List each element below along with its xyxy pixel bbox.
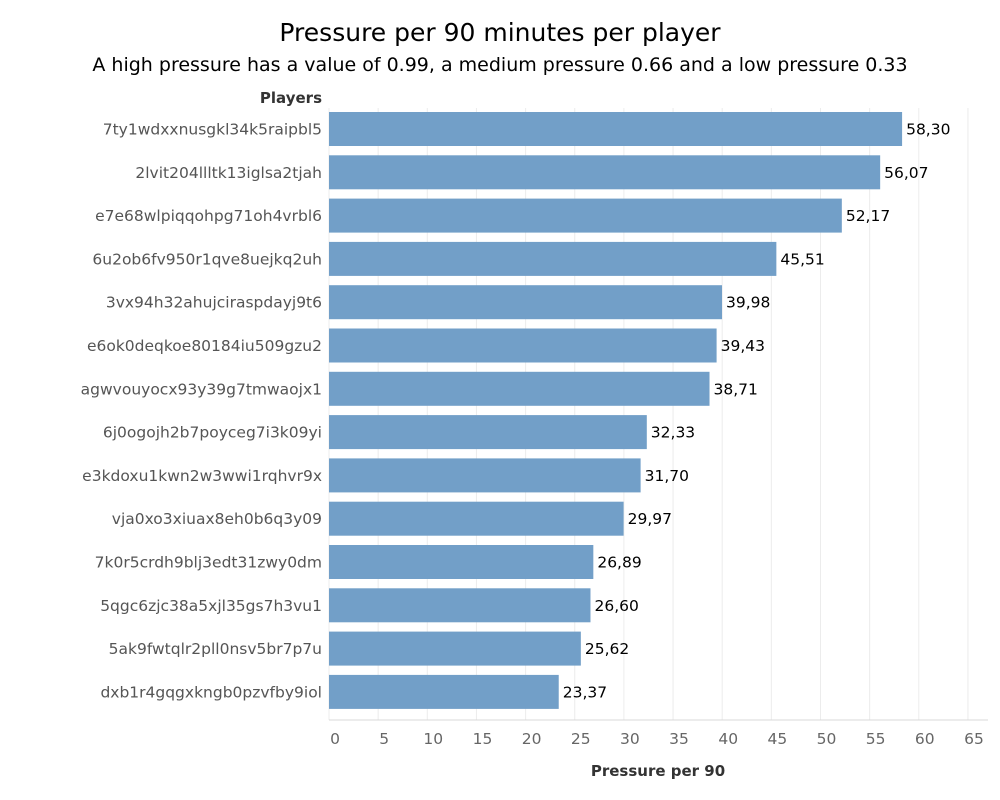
category-label: vja0xo3xiuax8eh0b6q3y09 — [112, 510, 322, 528]
x-tick-label: 30 — [620, 730, 640, 748]
bar — [329, 371, 710, 406]
category-label: 5qgc6zjc38a5xjl35gs7h3vu1 — [100, 597, 322, 615]
bar — [329, 415, 647, 450]
category-label: dxb1r4gqgxkngb0pzvfby9iol — [100, 683, 322, 701]
x-tick-label: 20 — [522, 730, 542, 748]
value-label: 56,07 — [884, 164, 928, 182]
x-tick-label: 45 — [767, 730, 787, 748]
bar — [329, 241, 777, 276]
x-tick-label: 0 — [330, 730, 340, 748]
value-label: 26,89 — [597, 554, 641, 572]
value-label: 39,98 — [726, 294, 770, 312]
value-label: 39,43 — [721, 337, 765, 355]
category-label: 7ty1wdxxnusgkl34k5raipbl5 — [103, 121, 322, 139]
value-label: 29,97 — [628, 510, 672, 528]
bar — [329, 155, 881, 190]
category-label: 6j0ogojh2b7poyceg7i3k09yi — [103, 424, 322, 442]
x-tick-label: 5 — [379, 730, 389, 748]
x-tick-label: 40 — [718, 730, 738, 748]
bar — [329, 112, 903, 146]
y-axis-title: Players — [260, 89, 322, 107]
value-label: 26,60 — [594, 597, 638, 615]
category-label: 6u2ob6fv950r1qve8uejkq2uh — [92, 250, 322, 268]
chart-subtitle: A high pressure has a value of 0.99, a m… — [92, 54, 908, 76]
value-label: 52,17 — [846, 207, 890, 225]
value-label: 25,62 — [585, 640, 629, 658]
x-axis-title: Pressure per 90 — [591, 762, 725, 780]
bar — [329, 328, 717, 363]
x-tick-label: 25 — [571, 730, 591, 748]
bar — [329, 545, 594, 579]
x-tick-label: 55 — [866, 730, 886, 748]
x-axis-ticks: 0 5 10 15 20 25 30 35 40 45 50 55 60 65 — [330, 730, 984, 748]
x-tick-label: 35 — [669, 730, 689, 748]
value-label: 45,51 — [780, 250, 824, 268]
value-label: 58,30 — [906, 121, 950, 139]
category-label: e3kdoxu1kwn2w3wwi1rqhvr9x — [82, 467, 322, 485]
category-label: 5ak9fwtqlr2pll0nsv5br7p7u — [109, 640, 322, 658]
category-label: 3vx94h32ahujciraspdayj9t6 — [106, 294, 322, 312]
value-label: 23,37 — [563, 683, 607, 701]
x-tick-label: 65 — [964, 730, 984, 748]
x-tick-label: 15 — [473, 730, 493, 748]
value-label: 31,70 — [645, 467, 689, 485]
bar — [329, 198, 842, 233]
bar — [329, 285, 723, 320]
bar — [329, 588, 591, 623]
bar — [329, 458, 641, 493]
category-label: 2lvit204llltk13iglsa2tjah — [135, 164, 322, 182]
category-label: e6ok0deqkoe80184iu509gzu2 — [87, 337, 322, 355]
x-tick-label: 50 — [817, 730, 837, 748]
bar — [329, 631, 581, 666]
category-label: 7k0r5crdh9blj3edt31zwy0dm — [95, 554, 322, 572]
value-labels: 58,30 56,07 52,17 45,51 39,98 39,43 38,71 32,33… — [563, 121, 951, 702]
bar — [329, 674, 559, 709]
category-label: agwvouyocx93y39g7tmwaojx1 — [81, 380, 322, 398]
x-tick-label: 60 — [915, 730, 935, 748]
value-label: 32,33 — [651, 424, 695, 442]
x-tick-label: 10 — [423, 730, 443, 748]
bars — [329, 112, 903, 709]
category-labels: 7ty1wdxxnusgkl34k5raipbl5 2lvit204llltk13… — [81, 121, 322, 702]
chart-title: Pressure per 90 minutes per player — [279, 18, 721, 47]
category-label: e7e68wlpiqqohpg71oh4vrbl6 — [95, 207, 322, 225]
value-label: 38,71 — [714, 380, 758, 398]
bar — [329, 501, 624, 536]
